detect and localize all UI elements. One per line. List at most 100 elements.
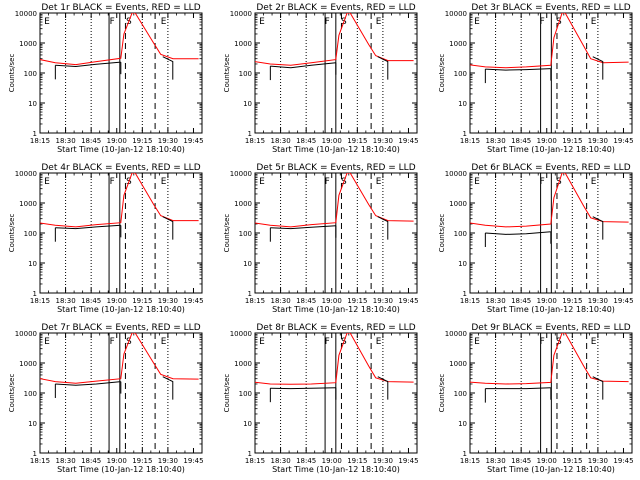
y-axis-label: Counts/sec <box>438 54 446 93</box>
x-tick-label: 19:45 <box>613 457 633 465</box>
x-tick-label: 19:30 <box>373 457 393 465</box>
x-axis-label: Start Time (10-Jan-12 18:10:40) <box>272 465 400 474</box>
x-tick-label: 19:15 <box>132 297 152 305</box>
x-tick-label: 18:45 <box>511 297 531 305</box>
panel-det-9: Det 9r BLACK = Events, RED = LLD 1 10 100 10… <box>438 323 634 474</box>
region-label: E <box>161 177 167 187</box>
panel-det-1: Det 1r BLACK = Events, RED = LLD 1 10 100 10… <box>8 3 204 154</box>
y-tick-label: 10000 <box>445 10 467 18</box>
y-tick-label: 1000 <box>234 40 252 48</box>
x-axis-label: Start Time (10-Jan-12 18:10:40) <box>272 305 400 314</box>
x-tick-label: 19:45 <box>183 457 203 465</box>
panel-title: Det 9r BLACK = Events, RED = LLD <box>471 323 630 333</box>
x-tick-label: 19:15 <box>347 297 367 305</box>
series-events-black <box>485 387 551 390</box>
x-tick-label: 18:30 <box>485 137 505 145</box>
panel-title: Det 3r BLACK = Events, RED = LLD <box>471 3 630 13</box>
y-tick-label: 1000 <box>19 40 37 48</box>
y-tick-label: 10000 <box>445 330 467 338</box>
events-tail <box>377 216 389 240</box>
x-tick-label: 19:45 <box>398 457 418 465</box>
region-label: F <box>540 177 545 187</box>
x-tick-label: 18:15 <box>245 457 265 465</box>
x-tick-label: 18:45 <box>296 297 316 305</box>
x-tick-label: 19:15 <box>132 457 152 465</box>
x-tick-label: 19:45 <box>183 137 203 145</box>
x-tick-label: 19:30 <box>373 137 393 145</box>
y-tick-label: 1 <box>248 450 252 458</box>
region-label: E <box>591 17 597 27</box>
y-tick-label: 10 <box>243 100 252 108</box>
y-axis-label: Counts/sec <box>438 374 446 413</box>
panel-det-2: Det 2r BLACK = Events, RED = LLD 1 10 100 10… <box>223 3 419 154</box>
y-tick-label: 10000 <box>15 170 37 178</box>
region-label: E <box>259 17 265 27</box>
series-events-black <box>270 225 336 230</box>
x-tick-label: 19:30 <box>588 137 608 145</box>
region-label: E <box>474 177 480 187</box>
series-events-black <box>55 61 121 68</box>
y-tick-label: 10 <box>458 420 467 428</box>
y-tick-label: 100 <box>239 390 252 398</box>
x-tick-label: 19:00 <box>107 457 127 465</box>
x-tick-label: 18:45 <box>511 137 531 145</box>
x-tick-label: 19:00 <box>537 297 557 305</box>
x-tick-label: 18:45 <box>81 297 101 305</box>
region-label: E <box>44 17 50 27</box>
region-label: E <box>259 177 265 187</box>
x-tick-label: 18:15 <box>245 297 265 305</box>
y-tick-label: 100 <box>24 230 37 238</box>
series-events-black <box>270 387 336 390</box>
y-tick-label: 1000 <box>19 360 37 368</box>
region-label: F <box>325 337 330 347</box>
series-lld-red <box>40 333 199 384</box>
x-tick-label: 18:30 <box>270 137 290 145</box>
x-tick-label: 19:30 <box>588 457 608 465</box>
series-lld-red <box>255 13 414 66</box>
panel-det-7: Det 7r BLACK = Events, RED = LLD 1 10 100 10… <box>8 323 204 474</box>
y-tick-label: 1 <box>463 290 467 298</box>
x-tick-label: 19:00 <box>322 137 342 145</box>
y-tick-label: 10000 <box>230 10 252 18</box>
x-tick-label: 19:15 <box>562 457 582 465</box>
y-axis-label: Counts/sec <box>8 214 16 253</box>
panel-title: Det 4r BLACK = Events, RED = LLD <box>41 163 200 173</box>
x-tick-label: 19:45 <box>183 297 203 305</box>
region-label: F <box>110 337 115 347</box>
y-tick-label: 10000 <box>230 170 252 178</box>
region-label: E <box>161 17 167 27</box>
events-tail <box>377 376 389 400</box>
y-tick-label: 1000 <box>19 200 37 208</box>
y-tick-label: 1000 <box>449 200 467 208</box>
x-tick-label: 18:15 <box>30 297 50 305</box>
x-tick-label: 18:30 <box>55 457 75 465</box>
region-label: E <box>474 337 480 347</box>
x-tick-label: 18:45 <box>81 137 101 145</box>
region-label: F <box>540 17 545 27</box>
y-axis-label: Counts/sec <box>8 374 16 413</box>
series-lld-red <box>470 333 629 385</box>
x-tick-label: 19:00 <box>322 457 342 465</box>
x-axis-label: Start Time (10-Jan-12 18:10:40) <box>487 305 615 314</box>
panel-det-8: Det 8r BLACK = Events, RED = LLD 1 10 100 10… <box>223 323 419 474</box>
y-tick-label: 10 <box>458 100 467 108</box>
region-label: E <box>591 337 597 347</box>
x-tick-label: 19:00 <box>537 457 557 465</box>
events-tail <box>377 56 389 80</box>
x-tick-label: 18:30 <box>485 457 505 465</box>
y-tick-label: 1 <box>463 130 467 138</box>
series-events-black <box>55 381 121 386</box>
region-label: E <box>44 337 50 347</box>
y-tick-label: 10 <box>28 100 37 108</box>
y-tick-label: 1 <box>248 290 252 298</box>
y-tick-label: 100 <box>24 70 37 78</box>
y-tick-label: 10000 <box>15 10 37 18</box>
events-tail <box>592 216 604 240</box>
y-tick-label: 1 <box>33 290 37 298</box>
x-tick-label: 19:30 <box>158 137 178 145</box>
y-tick-label: 1000 <box>449 360 467 368</box>
x-tick-label: 19:45 <box>613 137 633 145</box>
panel-det-6: Det 6r BLACK = Events, RED = LLD 1 10 100 10… <box>438 163 634 314</box>
y-tick-label: 10 <box>243 260 252 268</box>
